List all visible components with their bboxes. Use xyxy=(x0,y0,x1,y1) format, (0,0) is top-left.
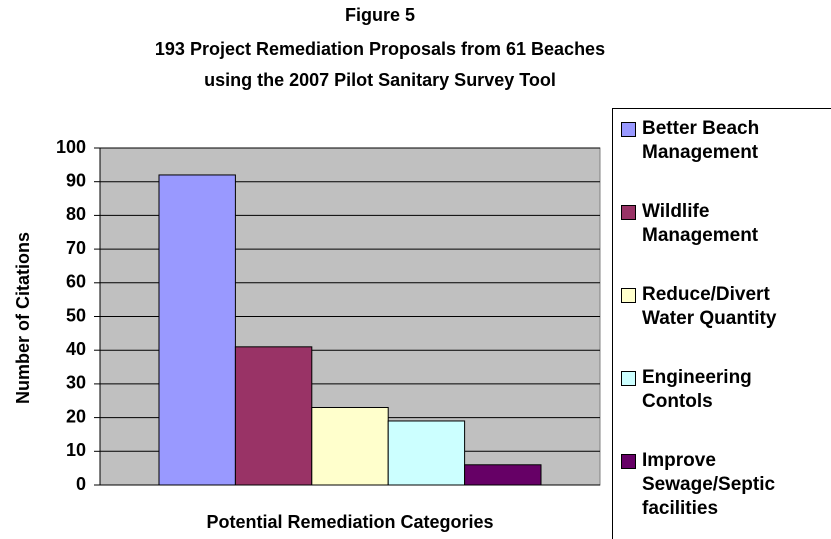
y-tick-label: 70 xyxy=(66,238,86,258)
y-tick-label: 80 xyxy=(66,204,86,224)
y-axis-label: Number of Citations xyxy=(13,232,33,404)
legend-item: Reduce/Divert Water Quantity xyxy=(621,283,826,331)
y-tick-label: 30 xyxy=(66,373,86,393)
legend-swatch xyxy=(621,454,636,469)
x-axis-label: Potential Remediation Categories xyxy=(206,512,493,532)
bar xyxy=(234,346,313,486)
legend-swatch xyxy=(621,288,636,303)
legend-swatch xyxy=(621,371,636,386)
chart-subtitle: 193 Project Remediation Proposals from 6… xyxy=(155,39,605,59)
legend-item: Engineering Contols xyxy=(621,366,826,414)
legend-label: Wildlife Management xyxy=(642,201,759,246)
legend-label: Better Beach Management xyxy=(642,118,760,163)
y-tick-label: 60 xyxy=(66,272,86,292)
y-tick-label: 50 xyxy=(66,305,86,325)
legend-item: Improve Sewage/Septic facilities xyxy=(621,449,826,521)
y-tick-label: 90 xyxy=(66,170,86,190)
y-tick-label: 100 xyxy=(56,137,86,157)
bar xyxy=(311,406,389,486)
bar xyxy=(387,420,466,486)
legend-label: Engineering Contols xyxy=(642,367,752,412)
legend-label: Reduce/Divert Water Quantity xyxy=(642,284,777,329)
legend-swatch xyxy=(621,205,636,220)
legend-label: Improve Sewage/Septic facilities xyxy=(642,450,776,519)
legend-item: Better Beach Management xyxy=(621,117,826,165)
y-tick-label: 20 xyxy=(66,406,86,426)
bar xyxy=(158,174,236,486)
bar xyxy=(464,464,542,486)
legend-swatch xyxy=(621,122,636,137)
y-tick-label: 10 xyxy=(66,440,86,460)
chart-subtitle: using the 2007 Pilot Sanitary Survey Too… xyxy=(204,70,556,90)
chart-title: Figure 5 xyxy=(345,5,415,25)
y-tick-label: 40 xyxy=(66,339,86,359)
legend: Better Beach Management Wildlife Manageme… xyxy=(612,108,831,539)
y-tick-label: 0 xyxy=(76,474,86,494)
legend-item: Wildlife Management xyxy=(621,200,826,248)
